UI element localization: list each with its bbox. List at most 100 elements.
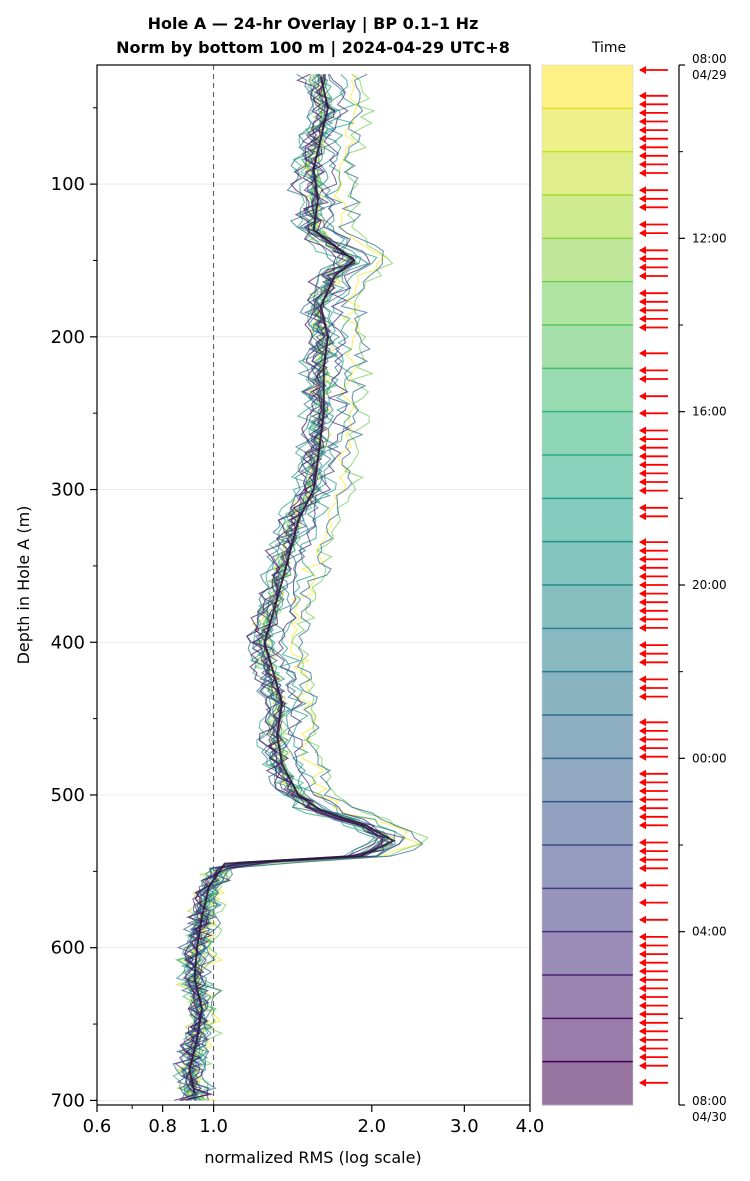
time-arrow-head-44 <box>639 435 646 444</box>
time-arrow-head-39 <box>639 392 646 401</box>
time-arrow-head-119 <box>639 1078 646 1087</box>
time-arrow-head-108 <box>639 984 646 993</box>
colorbar-band-3 <box>542 151 633 196</box>
time-arrow-head-83 <box>639 769 646 778</box>
series-line-20 <box>174 73 385 1101</box>
colorbar-band-14 <box>542 628 633 673</box>
time-arrow-head-57 <box>639 546 646 555</box>
time-arrow-head-48 <box>639 469 646 478</box>
colorbar-band-15 <box>542 671 633 716</box>
time-arrow-head-58 <box>639 555 646 564</box>
series-line-1 <box>188 73 424 1101</box>
time-arrow-head-80 <box>639 744 646 753</box>
time-arrow-head-100 <box>639 915 646 924</box>
colorbar-band-24 <box>542 1061 633 1106</box>
series-line-24 <box>180 74 385 1101</box>
time-colorbar: Time 08:00 04/29 12:00 16:00 20:00 00:00 04:00… <box>541 40 727 1124</box>
time-arrow-head-89 <box>639 821 646 830</box>
colorbar-band-16 <box>542 715 633 759</box>
time-arrow-head-63 <box>639 598 646 607</box>
time-arrow-head-5 <box>639 100 646 109</box>
time-arrow-head-50 <box>639 486 646 495</box>
time-arrow-head-17 <box>639 203 646 212</box>
time-arrow-head-37 <box>639 375 646 383</box>
time-arrow-head-4 <box>639 91 646 100</box>
colorbar-band-5 <box>542 238 633 283</box>
time-arrow-head-79 <box>639 735 646 744</box>
time-arrow-head-65 <box>639 615 646 624</box>
series-line-23 <box>174 73 379 1101</box>
time-arrow-head-24 <box>639 263 646 272</box>
time-arrow-head-117 <box>639 1061 646 1070</box>
colorbar-band-6 <box>542 281 633 326</box>
time-arrow-head-103 <box>639 941 646 950</box>
colorbar-title: Time <box>591 40 626 56</box>
y-tick-label-200: 200 <box>51 327 85 348</box>
colorbar-band-4 <box>542 195 633 239</box>
time-axis-ticks: 08:00 04/29 12:00 16:00 20:00 00:00 04:00 08:00… <box>679 52 727 1124</box>
time-arrow-head-93 <box>639 855 646 864</box>
time-arrow-head-84 <box>639 778 646 787</box>
time-arrow-head-68 <box>639 641 646 650</box>
y-tick-label-600: 600 <box>51 938 85 959</box>
time-arrow-head-109 <box>639 993 646 1001</box>
chart-title: Hole A — 24-hr Overlay | BP 0.1–1 Hz <box>148 14 479 34</box>
time-arrow-head-8 <box>639 126 646 135</box>
time-arrow-head-28 <box>639 297 646 306</box>
y-tick-label-700: 700 <box>51 1090 85 1111</box>
time-arrow-head-53 <box>639 512 646 521</box>
time-arrow-head-7 <box>639 117 646 126</box>
time-arrow-head-29 <box>639 306 646 315</box>
time-arrow-head-52 <box>639 503 646 512</box>
time-arrow-head-88 <box>639 812 646 821</box>
time-arrow-head-34 <box>639 349 646 358</box>
colorbar-band-7 <box>542 325 633 369</box>
x-tick-label-0.8: 0.8 <box>148 1116 177 1137</box>
y-axis-label: Depth in Hole A (m) <box>14 506 33 665</box>
time-arrow-head-110 <box>639 1001 646 1010</box>
series-line-6 <box>188 73 429 1101</box>
time-arrow-head-73 <box>639 684 646 692</box>
time-arrow-head-31 <box>639 323 646 332</box>
time-arrow-head-105 <box>639 958 646 967</box>
colorbar-band-13 <box>542 585 633 629</box>
colorbar-band-12 <box>542 541 633 586</box>
time-arrow-head-19 <box>639 220 646 229</box>
time-arrow-head-62 <box>639 589 646 598</box>
chart-subtitle: Norm by bottom 100 m | 2024-04-29 UTC+8 <box>116 38 510 58</box>
time-arrow-head-96 <box>639 881 646 890</box>
time-arrow-head-45 <box>639 443 646 452</box>
colorbar-band-17 <box>542 758 633 803</box>
x-axis-label: normalized RMS (log scale) <box>204 1148 421 1167</box>
colorbar-frame <box>541 64 634 1106</box>
time-arrow-head-13 <box>639 169 646 177</box>
series-line-17 <box>178 74 391 1101</box>
time-arrow-head-106 <box>639 967 646 976</box>
y-tick-label-100: 100 <box>51 174 85 195</box>
time-arrow-head-66 <box>639 623 646 632</box>
time-tick-sublabel-0: 04/29 <box>692 68 727 82</box>
colorbar-band-21 <box>542 931 633 976</box>
time-arrow-head-41 <box>639 409 646 418</box>
colorbar-band-22 <box>542 975 633 1019</box>
time-arrow-head-16 <box>639 194 646 203</box>
x-tick-label-3: 3.0 <box>450 1116 479 1137</box>
time-arrow-head-61 <box>639 581 646 589</box>
time-tick-label-16: 00:00 <box>692 751 727 765</box>
time-tick-label-8: 16:00 <box>692 405 727 419</box>
mean-profile-line <box>188 76 396 1094</box>
x-axis-ticks: 0.6 0.8 1.0 2.0 3.0 4.0 <box>83 1105 544 1137</box>
x-tick-label-1: 1.0 <box>199 1116 228 1137</box>
y-axis-ticks: 100 200 300 400 500 600 700 <box>51 107 97 1111</box>
time-arrow-head-46 <box>639 452 646 461</box>
time-arrow-head-114 <box>639 1035 646 1044</box>
colorbar-band-8 <box>542 368 633 413</box>
time-arrow-head-92 <box>639 847 646 856</box>
time-tick-label-4: 12:00 <box>692 231 727 245</box>
colorbar-band-20 <box>542 888 633 933</box>
colorbar-band-23 <box>542 1018 633 1063</box>
x-tick-label-2: 2.0 <box>357 1116 386 1137</box>
time-arrow-head-60 <box>639 572 646 581</box>
time-arrow-head-112 <box>639 1018 646 1027</box>
